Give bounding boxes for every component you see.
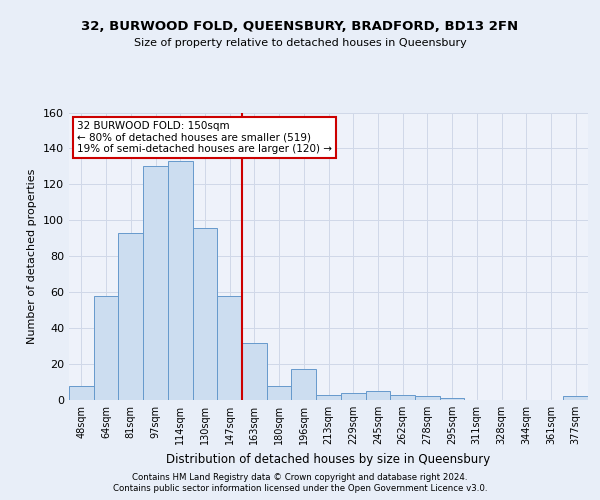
Y-axis label: Number of detached properties: Number of detached properties <box>28 168 37 344</box>
Bar <box>69 386 94 400</box>
Bar <box>118 233 143 400</box>
Text: 32 BURWOOD FOLD: 150sqm
← 80% of detached houses are smaller (519)
19% of semi-d: 32 BURWOOD FOLD: 150sqm ← 80% of detache… <box>77 121 332 154</box>
Text: 32, BURWOOD FOLD, QUEENSBURY, BRADFORD, BD13 2FN: 32, BURWOOD FOLD, QUEENSBURY, BRADFORD, … <box>82 20 518 33</box>
Bar <box>365 391 390 400</box>
Bar <box>242 342 267 400</box>
Bar <box>94 296 118 400</box>
Text: Size of property relative to detached houses in Queensbury: Size of property relative to detached ho… <box>134 38 466 48</box>
Bar <box>267 386 292 400</box>
Bar <box>390 394 415 400</box>
Text: Contains public sector information licensed under the Open Government Licence v3: Contains public sector information licen… <box>113 484 487 493</box>
Bar <box>415 396 440 400</box>
Text: Contains HM Land Registry data © Crown copyright and database right 2024.: Contains HM Land Registry data © Crown c… <box>132 472 468 482</box>
Bar <box>316 394 341 400</box>
Bar <box>563 396 588 400</box>
Bar <box>292 370 316 400</box>
Bar <box>440 398 464 400</box>
Bar <box>143 166 168 400</box>
X-axis label: Distribution of detached houses by size in Queensbury: Distribution of detached houses by size … <box>166 452 491 466</box>
Bar <box>193 228 217 400</box>
Bar <box>168 161 193 400</box>
Bar <box>341 393 365 400</box>
Bar <box>217 296 242 400</box>
